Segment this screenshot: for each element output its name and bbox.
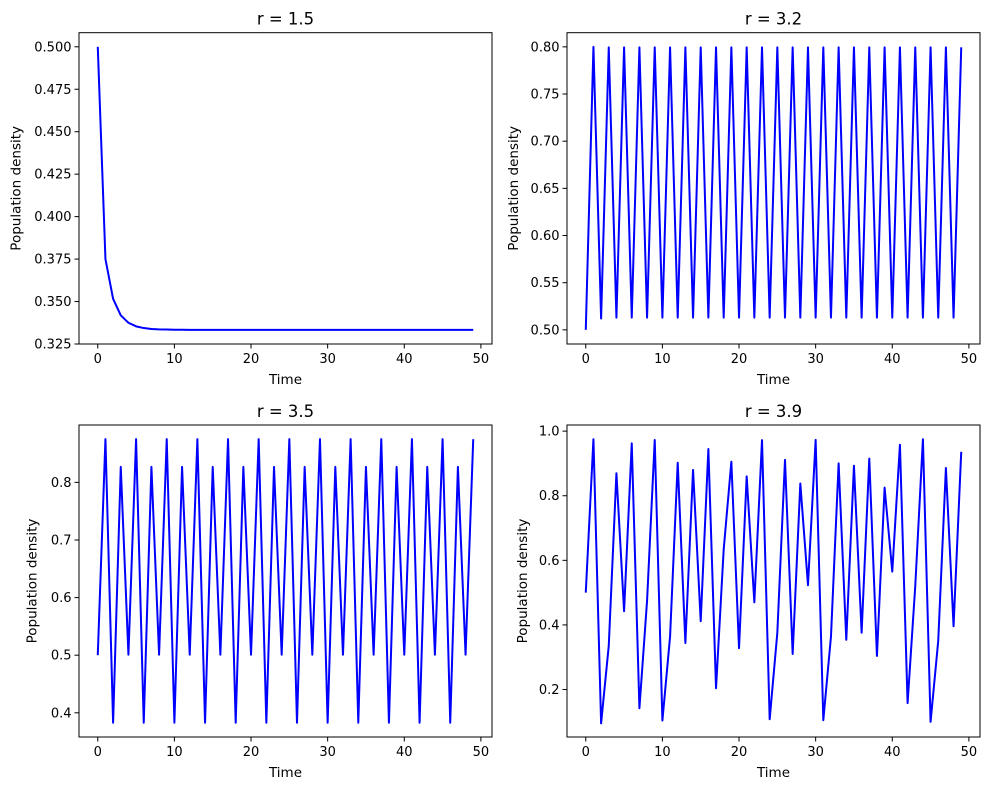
x-tick-label: 30: [319, 352, 336, 367]
x-tick-label: 30: [319, 745, 336, 760]
x-tick-label: 40: [884, 352, 901, 367]
y-tick-label: 0.450: [34, 125, 71, 140]
x-tick-label: 10: [166, 352, 183, 367]
y-tick-label: 0.6: [51, 591, 72, 606]
series-line: [584, 45, 963, 330]
x-tick-label: 20: [731, 352, 748, 367]
x-tick-label: 10: [654, 745, 671, 760]
y-tick-label: 0.80: [531, 40, 560, 55]
x-tick-label: 20: [243, 352, 260, 367]
x-axis-label: Time: [756, 372, 790, 388]
y-tick-label: 0.4: [539, 618, 560, 633]
axes-frame: [78, 424, 493, 738]
x-tick-label: 0: [94, 352, 102, 367]
subplot-title: r = 3.9: [745, 402, 802, 421]
y-axis-label: Population density: [506, 126, 522, 251]
y-tick-label: 0.8: [539, 489, 560, 504]
axes-frame: [78, 32, 493, 345]
y-tick-label: 0.350: [34, 295, 71, 310]
subplot-1: 0 10 20 30 40 50 0.325 0.350 0.375 0.400 0.425 0.45…: [9, 10, 493, 388]
series-line: [96, 438, 475, 724]
y-tick-label: 0.60: [531, 229, 560, 244]
subplot-title: r = 1.5: [257, 10, 314, 29]
x-tick-label: 30: [807, 352, 824, 367]
y-tick-label: 1.0: [539, 425, 560, 440]
y-tick-label: 0.2: [539, 683, 560, 698]
x-axis-label: Time: [268, 372, 302, 388]
y-tick-label: 0.500: [34, 40, 71, 55]
x-tick-label: 50: [961, 745, 978, 760]
axes-frame: [566, 424, 981, 738]
y-tick-label: 0.475: [34, 83, 71, 98]
x-tick-label: 40: [396, 352, 413, 367]
y-tick-label: 0.7: [51, 533, 72, 548]
x-tick-label: 20: [243, 745, 260, 760]
y-tick-label: 0.8: [51, 476, 72, 491]
x-axis-label: Time: [756, 765, 790, 781]
series-line: [96, 46, 474, 331]
series-line: [584, 438, 963, 725]
y-tick-label: 0.375: [34, 253, 71, 268]
x-tick-label: 40: [396, 745, 413, 760]
y-tick-label: 0.50: [531, 323, 560, 338]
y-tick-label: 0.6: [539, 554, 560, 569]
x-tick-label: 40: [884, 745, 901, 760]
subplot-title: r = 3.5: [257, 402, 314, 421]
x-tick-label: 50: [473, 352, 490, 367]
x-axis-label: Time: [268, 765, 302, 781]
y-tick-label: 0.65: [531, 182, 560, 197]
x-tick-label: 50: [961, 352, 978, 367]
subplot-2: 0 10 20 30 40 50 0.50 0.55 0.60 0.65 0.70 0.75 0.80 r…: [506, 10, 981, 388]
x-tick-label: 0: [582, 352, 590, 367]
x-tick-label: 0: [582, 745, 590, 760]
y-tick-label: 0.400: [34, 210, 71, 225]
y-axis-label: Population density: [9, 126, 25, 251]
y-tick-label: 0.4: [51, 706, 72, 721]
y-tick-label: 0.55: [531, 276, 560, 291]
x-tick-label: 10: [654, 352, 671, 367]
x-tick-label: 50: [473, 745, 490, 760]
y-axis-label: Population density: [515, 519, 531, 644]
subplot-3: 0 10 20 30 40 50 0.4 0.5 0.6 0.7 0.8 r = 3.5 Time Pop…: [25, 402, 493, 781]
x-tick-label: 10: [166, 745, 183, 760]
y-tick-label: 0.325: [34, 338, 71, 353]
subplot-4: 0 10 20 30 40 50 0.2 0.4 0.6 0.8 1.0 r = 3.9 Time Pop…: [515, 402, 981, 781]
x-tick-label: 30: [807, 745, 824, 760]
y-tick-label: 0.425: [34, 168, 71, 183]
y-tick-label: 0.5: [51, 649, 72, 664]
x-tick-label: 0: [94, 745, 102, 760]
subplot-title: r = 3.2: [745, 10, 802, 29]
y-tick-label: 0.70: [531, 135, 560, 150]
y-axis-label: Population density: [25, 519, 41, 644]
y-tick-label: 0.75: [531, 88, 560, 103]
x-tick-label: 20: [731, 745, 748, 760]
